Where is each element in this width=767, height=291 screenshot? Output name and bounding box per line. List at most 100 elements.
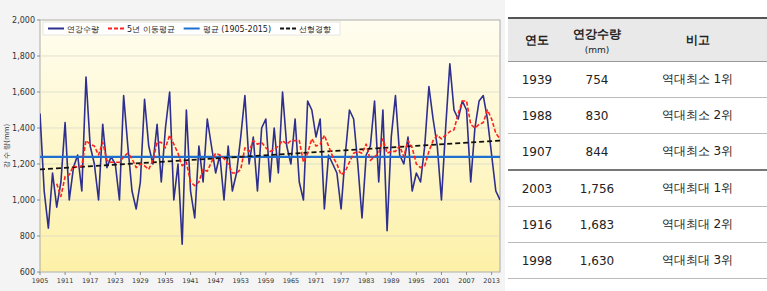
tick-mark	[37, 56, 40, 57]
tick-mark	[290, 272, 291, 275]
grid-line	[40, 128, 500, 129]
tick-mark	[316, 272, 317, 275]
y-tick-label: 1,600	[12, 88, 35, 97]
table-row: 1939754역대최소 1위	[508, 62, 767, 98]
grid-line	[40, 56, 500, 57]
legend-swatch	[108, 28, 124, 30]
y-tick-label: 600	[20, 268, 35, 277]
tick-mark	[37, 92, 40, 93]
tick-mark	[466, 272, 467, 275]
tick-mark	[37, 20, 40, 21]
plot-marks	[40, 64, 500, 244]
y-tick-label: 2,000	[12, 16, 35, 25]
chart-background	[0, 0, 505, 291]
legend-swatch	[48, 28, 64, 30]
tick-mark	[341, 272, 342, 275]
legend-box	[43, 22, 340, 35]
table-cell: 1907	[508, 134, 566, 171]
series-line	[40, 141, 500, 170]
table-cell: 역대최대 3위	[628, 243, 767, 279]
y-tick-label: 800	[20, 232, 35, 241]
x-tick-label: 1923	[107, 277, 124, 285]
y-axis-title: 강 수 량(mm)	[3, 123, 11, 168]
header-text: 연도	[525, 33, 549, 47]
table-body: 1939754역대최소 1위1988830역대최소 2위1907844역대최소 …	[508, 62, 767, 279]
table-head: 연도 연강수량 (mm) 비고	[508, 18, 767, 62]
tick-mark	[37, 236, 40, 237]
tick-mark	[90, 272, 91, 275]
series-line	[40, 156, 500, 158]
x-tick-label: 1959	[258, 277, 275, 285]
tick-mark	[240, 272, 241, 275]
table-cell: 2003	[508, 170, 566, 207]
table-cell: 754	[566, 62, 628, 98]
table-cell: 역대최소 2위	[628, 98, 767, 134]
x-tick-label: 2013	[483, 277, 500, 285]
x-tick-label: 1917	[82, 277, 99, 285]
tick-mark	[441, 272, 442, 275]
table-cell: 1,683	[566, 207, 628, 243]
grid-line	[40, 92, 500, 93]
legend-swatch	[280, 28, 296, 30]
legend-label: 평균 (1905-2015)	[203, 25, 271, 34]
tick-mark	[37, 272, 40, 273]
series-line	[40, 64, 500, 244]
table-cell: 1916	[508, 207, 566, 243]
table-cell: 1,630	[566, 243, 628, 279]
legend-label: 5년 이동평균	[127, 25, 175, 34]
plot-area	[40, 20, 500, 272]
header-row: 연도 연강수량 (mm) 비고	[508, 18, 767, 62]
tick-mark	[391, 272, 392, 275]
x-tick-label: 2001	[433, 277, 450, 285]
table-cell: 830	[566, 98, 628, 134]
legend-label: 선형경향	[299, 25, 331, 34]
tick-mark	[416, 272, 417, 275]
x-tick-label: 1965	[283, 277, 300, 285]
legend: 연강수량 5년 이동평균 평균 (1905-2015) 선형경향	[43, 22, 340, 35]
tick-mark	[491, 272, 492, 275]
table-cell: 1988	[508, 98, 566, 134]
y-tick-label: 1,800	[12, 52, 35, 61]
x-tick-label: 1989	[383, 277, 400, 285]
x-tick-label: 1971	[308, 277, 325, 285]
grid-line	[40, 236, 500, 237]
table-cell: 1998	[508, 243, 566, 279]
tick-mark	[37, 128, 40, 129]
x-tick-label: 1947	[207, 277, 224, 285]
table-cell: 1,756	[566, 170, 628, 207]
x-tick-label: 1983	[358, 277, 375, 285]
header-unit: (mm)	[566, 45, 628, 55]
grid-line	[40, 272, 500, 273]
y-tick-label: 1,200	[12, 160, 35, 169]
tick-mark	[65, 272, 66, 275]
x-tick-label: 1929	[132, 277, 149, 285]
table-cell: 1939	[508, 62, 566, 98]
y-tick-label: 1,000	[12, 196, 35, 205]
x-tick-label: 1941	[182, 277, 199, 285]
table-cell: 역대최소 1위	[628, 62, 767, 98]
tick-mark	[215, 272, 216, 275]
header-text: 연강수량	[573, 27, 621, 41]
header-cell: 연도	[508, 18, 566, 62]
tick-mark	[366, 272, 367, 275]
table-cell: 역대최대 1위	[628, 170, 767, 207]
series-line	[57, 101, 500, 196]
record-table: 연도연강수량(mm)비고1939754역대최소 1위1988830역대최소 2위…	[508, 17, 767, 279]
table-cell: 역대최소 3위	[628, 134, 767, 171]
table-row: 20031,756역대최대 1위	[508, 170, 767, 207]
tick-mark	[40, 272, 41, 275]
legend-label: 연강수량	[67, 25, 99, 34]
table-row: 19981,630역대최대 3위	[508, 243, 767, 279]
header-text: 비고	[686, 33, 710, 47]
grid-line	[40, 20, 500, 21]
tick-mark	[165, 272, 166, 275]
x-tick-label: 1977	[333, 277, 350, 285]
tick-mark	[37, 164, 40, 165]
tick-mark	[37, 200, 40, 201]
table-row: 19161,683역대최대 2위	[508, 207, 767, 243]
table-cell: 역대최대 2위	[628, 207, 767, 243]
x-tick-label: 1953	[232, 277, 249, 285]
table-cell: 844	[566, 134, 628, 171]
table-row: 1907844역대최소 3위	[508, 134, 767, 171]
x-tick-label: 1905	[32, 277, 49, 285]
